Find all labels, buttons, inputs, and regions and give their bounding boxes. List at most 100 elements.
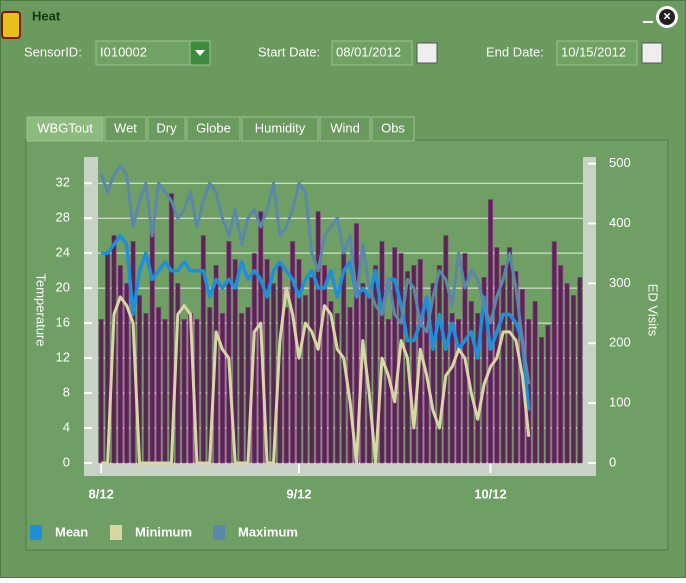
y2-tick-label: 300: [609, 275, 631, 290]
start-label: Start Date:: [258, 44, 320, 59]
x-tick-label: 8/12: [89, 486, 114, 501]
end-value: 10/15/2012: [561, 44, 626, 59]
y2-tick-label: 500: [609, 155, 631, 170]
y-tick-label: 16: [56, 315, 70, 330]
y2-tick-label: 0: [609, 454, 616, 469]
bar: [98, 318, 104, 464]
bar: [532, 301, 538, 464]
bar: [124, 283, 130, 464]
bar: [385, 318, 391, 464]
tab[interactable]: [104, 116, 147, 142]
bar: [322, 265, 328, 464]
y2-tick-label: 200: [609, 335, 631, 350]
legend-swatch: [213, 525, 225, 540]
bar: [545, 324, 551, 464]
y-axis-title: Temperature: [34, 274, 49, 347]
bar: [430, 283, 436, 464]
bar: [226, 241, 232, 464]
legend-label: Maximum: [238, 524, 298, 539]
legend-label: Minimum: [135, 524, 192, 539]
start-calendar[interactable]: [416, 42, 438, 64]
bar: [296, 259, 302, 464]
dropdown-arrow: [195, 50, 205, 56]
y-tick-label: 20: [56, 280, 70, 295]
bar: [570, 295, 576, 464]
end-calendar[interactable]: [641, 42, 663, 64]
tab[interactable]: [26, 116, 104, 142]
tab[interactable]: [147, 116, 186, 142]
bar: [481, 277, 487, 464]
tab[interactable]: [186, 116, 241, 142]
y-tick-label: 4: [63, 419, 70, 434]
bar: [513, 271, 519, 464]
bar: [564, 283, 570, 464]
x-axis-band: [98, 463, 583, 476]
legend-label: Mean: [55, 524, 88, 539]
bar: [239, 312, 245, 464]
bar: [500, 265, 506, 464]
tab-label: Globe: [196, 120, 231, 135]
y-tick-label: 28: [56, 210, 70, 225]
y-tick-label: 24: [56, 245, 70, 260]
y2-axis-band: [583, 157, 596, 476]
tab[interactable]: [241, 116, 319, 142]
bar: [283, 307, 289, 464]
bar: [181, 318, 187, 464]
start-value: 08/01/2012: [336, 44, 401, 59]
bar: [290, 241, 296, 464]
y2-axis-title: ED Visits: [646, 284, 661, 337]
tab-label: Obs: [381, 120, 405, 135]
sensor-value: I010002: [100, 44, 147, 59]
close-button-inner: [659, 9, 675, 25]
tab-label: Humidity: [255, 120, 306, 135]
bar: [411, 265, 417, 464]
bar: [456, 318, 462, 464]
y-tick-label: 32: [56, 175, 70, 190]
tab-label: Dry: [156, 120, 177, 135]
bar: [162, 318, 168, 464]
bar: [538, 336, 545, 464]
x-tick-label: 9/12: [286, 486, 311, 501]
window-title: Heat: [32, 8, 61, 23]
tab-label: Wind: [330, 120, 360, 135]
sensor-label: SensorID:: [24, 44, 82, 59]
bar: [577, 277, 583, 464]
sensor-select[interactable]: [95, 40, 191, 66]
app-icon: [1, 11, 21, 39]
line-series: [101, 233, 531, 411]
bar: [558, 265, 564, 464]
bar: [328, 301, 334, 464]
bar: [551, 241, 557, 464]
bar: [309, 277, 315, 464]
tab-label: Wet: [114, 120, 137, 135]
bar: [149, 229, 155, 464]
bar: [392, 247, 398, 464]
tab[interactable]: [371, 116, 415, 142]
close-icon: ×: [663, 8, 671, 23]
tab[interactable]: [319, 116, 371, 142]
bar: [436, 265, 442, 464]
bar: [379, 241, 385, 464]
y2-tick-label: 400: [609, 215, 631, 230]
y-tick-label: 12: [56, 350, 70, 365]
bar: [117, 265, 123, 464]
bar: [449, 312, 455, 464]
y2-tick-label: 100: [609, 395, 631, 410]
bar: [302, 295, 308, 464]
tab-label: WBGTout: [37, 120, 93, 135]
end-input[interactable]: [556, 40, 638, 66]
line-series: [99, 164, 531, 385]
bar: [334, 312, 340, 464]
bar: [143, 312, 149, 464]
y-tick-label: 0: [63, 454, 70, 469]
bar: [156, 307, 162, 464]
bar: [507, 247, 513, 464]
legend-swatch: [30, 525, 42, 540]
bar: [475, 312, 481, 464]
y-axis-band: [84, 157, 98, 476]
bar: [219, 312, 225, 464]
start-input[interactable]: [331, 40, 413, 66]
end-label: End Date:: [486, 44, 544, 59]
x-tick-label: 10/12: [474, 486, 507, 501]
